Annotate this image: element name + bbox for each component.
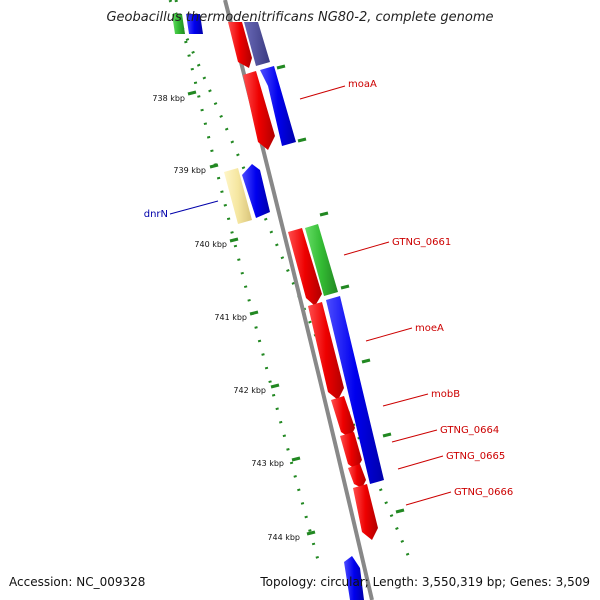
label-moeA: moeA [415,323,444,334]
feature-top-green[interactable] [172,14,185,34]
label-moaA: moaA [348,79,377,90]
feature-red-0661[interactable] [288,228,322,306]
accession-text: Accession: NC_009328 [9,575,146,589]
gene-labels: moaA dnrN GTNG_0661 moeA mobB GTNG_0664 … [144,79,513,498]
kbp-label-741: 741 kbp [214,313,247,322]
feature-blue-long[interactable] [326,296,384,484]
feature-GTNG_0661[interactable] [305,224,338,296]
kbp-label-740: 740 kbp [194,240,227,249]
label-GTNG_0664: GTNG_0664 [440,425,499,436]
label-leaders [169,85,452,506]
kbp-labels: 738 kbp 739 kbp 740 kbp 741 kbp 742 kbp … [152,94,300,542]
feature-mobB[interactable] [331,396,355,438]
kbp-label-742: 742 kbp [233,386,266,395]
kbp-label-738: 738 kbp [152,94,185,103]
label-mobB: mobB [431,389,460,400]
label-GTNG_0665: GTNG_0665 [446,451,505,462]
outer-tick-track [168,0,412,561]
scale-ticks [187,64,405,536]
label-dnrN: dnrN [144,209,168,220]
kbp-label-743: 743 kbp [251,459,284,468]
feature-top-red[interactable] [228,22,252,68]
feature-dnrN-yellow[interactable] [224,168,252,224]
feature-GTNG_0666[interactable] [353,484,378,540]
label-GTNG_0666: GTNG_0666 [454,487,513,498]
feature-moaA[interactable] [243,71,275,150]
feature-GTNG_0664[interactable] [340,432,362,470]
map-title: Geobacillus thermodenitrificans NG80-2, … [106,10,494,25]
kbp-label-744: 744 kbp [267,533,300,542]
feature-top-blue[interactable] [186,14,203,34]
feature-moeA[interactable] [308,302,344,400]
kbp-label-739: 739 kbp [173,166,206,175]
label-GTNG_0661: GTNG_0661 [392,237,451,248]
feature-bottom-blue[interactable] [344,556,364,600]
inner-tick-track [174,0,320,561]
feature-dnrN[interactable] [242,164,270,218]
feature-top-dark[interactable] [244,22,270,66]
feature-blue-moaA[interactable] [260,66,296,146]
feature-GTNG_0665[interactable] [348,464,366,488]
genome-stats-text: Topology: circular; Length: 3,550,319 bp… [260,575,590,589]
